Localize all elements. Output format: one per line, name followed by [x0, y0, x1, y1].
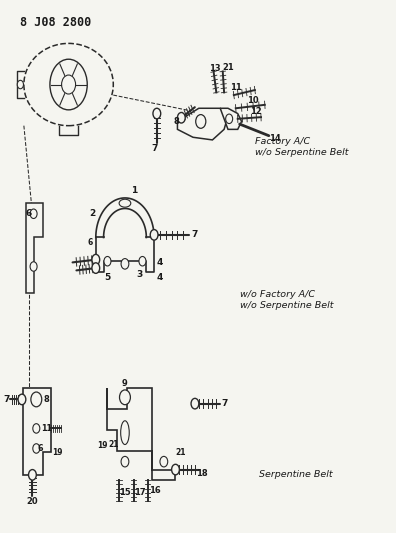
Text: 16: 16 [149, 486, 161, 495]
Text: 13: 13 [209, 64, 220, 73]
Circle shape [30, 209, 37, 219]
Polygon shape [96, 198, 154, 238]
Text: Serpentine Belt: Serpentine Belt [259, 470, 333, 479]
Text: 8: 8 [44, 395, 49, 404]
Circle shape [139, 256, 146, 266]
Circle shape [30, 262, 37, 271]
Circle shape [31, 392, 42, 407]
Circle shape [150, 230, 158, 240]
Text: 7: 7 [221, 399, 227, 408]
Circle shape [196, 115, 206, 128]
Text: 1: 1 [131, 185, 137, 195]
Text: 6: 6 [38, 444, 43, 453]
Circle shape [153, 108, 161, 119]
Text: 8 J08 2800: 8 J08 2800 [20, 16, 91, 29]
Circle shape [33, 424, 40, 433]
Text: 8: 8 [173, 117, 179, 126]
Text: 5: 5 [104, 272, 110, 281]
Text: 9: 9 [122, 379, 128, 388]
Circle shape [120, 390, 130, 405]
Ellipse shape [119, 199, 131, 207]
Text: 17: 17 [134, 488, 146, 497]
Text: 12: 12 [251, 108, 262, 116]
Text: 11: 11 [230, 83, 242, 92]
Circle shape [18, 394, 26, 405]
Text: 7: 7 [3, 395, 10, 404]
Text: 21: 21 [222, 62, 234, 71]
Circle shape [17, 80, 23, 89]
Text: 6: 6 [88, 238, 93, 247]
Circle shape [92, 263, 100, 273]
Circle shape [160, 456, 168, 467]
Text: 14: 14 [269, 134, 280, 143]
Text: 21: 21 [175, 448, 186, 457]
Text: w/o Factory A/C
w/o Serpentine Belt: w/o Factory A/C w/o Serpentine Belt [240, 290, 333, 310]
Circle shape [92, 254, 100, 265]
Polygon shape [23, 388, 51, 475]
Circle shape [33, 443, 40, 453]
Circle shape [177, 112, 185, 123]
Text: 15: 15 [119, 488, 131, 497]
Text: 11: 11 [41, 424, 52, 433]
Text: 3: 3 [136, 270, 143, 279]
Ellipse shape [24, 43, 113, 126]
Text: 7: 7 [192, 230, 198, 239]
Text: 10: 10 [248, 96, 259, 105]
Circle shape [226, 114, 233, 124]
Text: 4: 4 [157, 259, 163, 268]
Polygon shape [220, 108, 242, 130]
Polygon shape [177, 108, 228, 140]
Ellipse shape [121, 421, 129, 445]
Text: Factory A/C
w/o Serpentine Belt: Factory A/C w/o Serpentine Belt [255, 138, 349, 157]
Circle shape [121, 456, 129, 467]
Text: 20: 20 [27, 497, 38, 506]
Text: 2: 2 [89, 209, 95, 218]
Text: 19: 19 [52, 448, 62, 457]
Text: 18: 18 [196, 469, 208, 478]
Text: 19: 19 [97, 441, 107, 450]
Polygon shape [26, 203, 43, 293]
Text: 4: 4 [157, 272, 163, 281]
Circle shape [121, 259, 129, 269]
Circle shape [104, 256, 111, 266]
Polygon shape [107, 388, 175, 480]
Text: 7: 7 [151, 144, 157, 153]
Circle shape [50, 59, 87, 110]
Circle shape [191, 398, 199, 409]
Circle shape [62, 75, 76, 94]
Circle shape [29, 470, 36, 480]
Text: 21: 21 [109, 440, 119, 449]
Circle shape [171, 464, 179, 475]
Text: 6: 6 [26, 209, 32, 218]
